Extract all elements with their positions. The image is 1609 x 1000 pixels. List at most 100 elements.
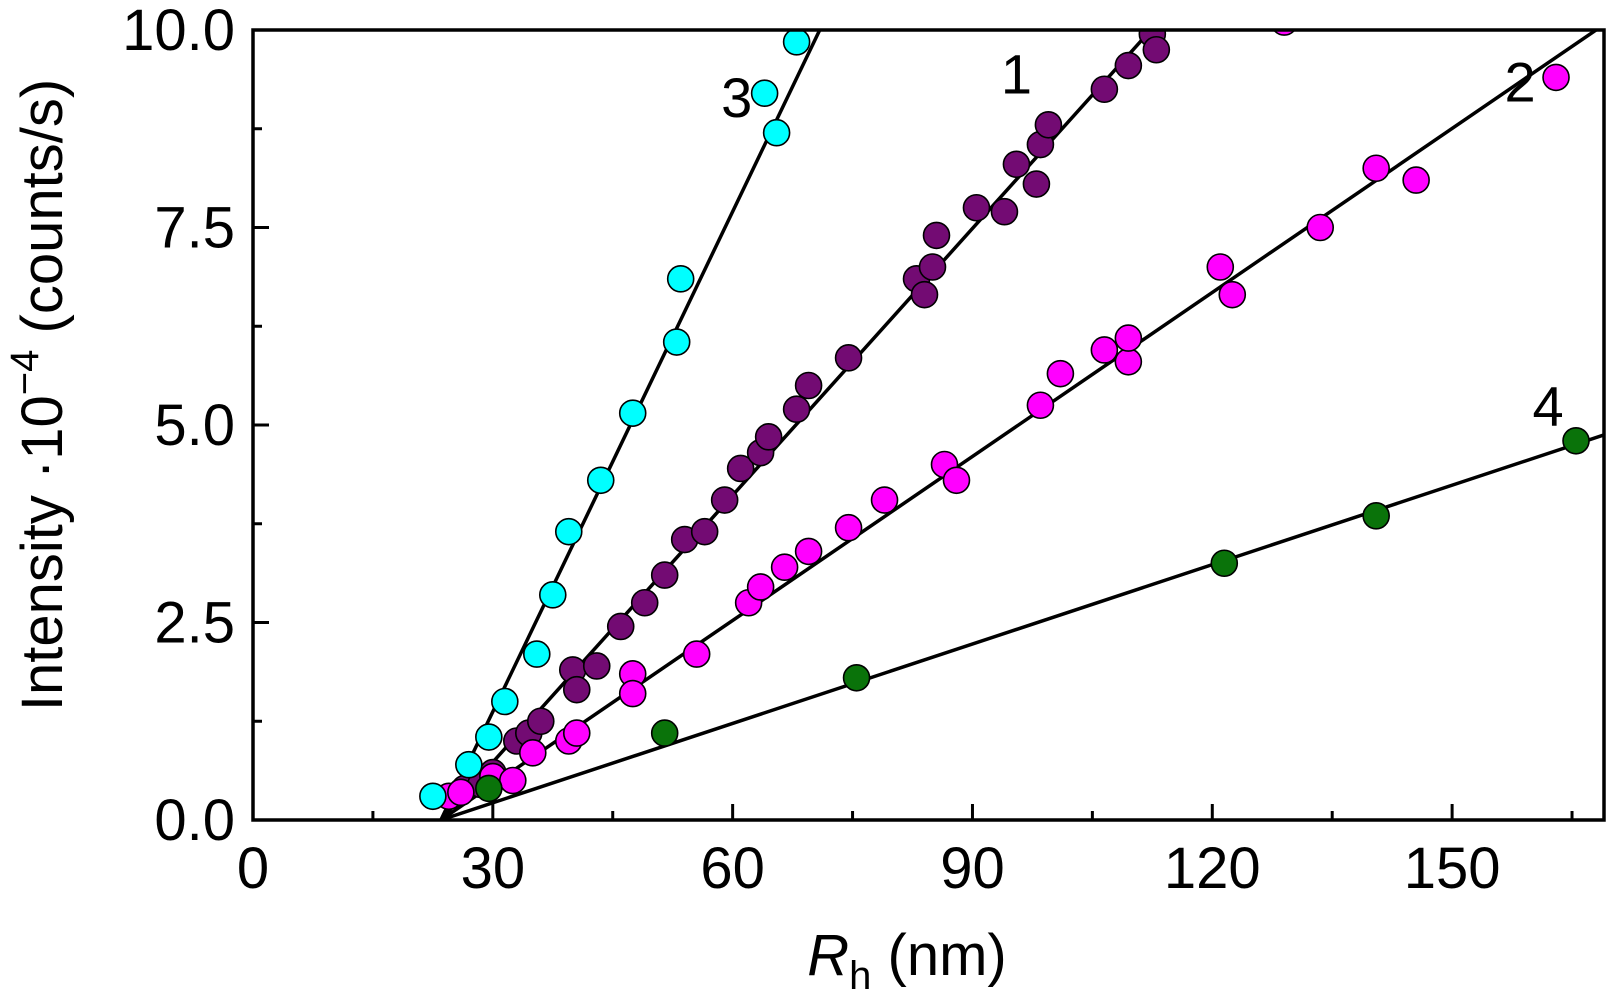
data-point-2 bbox=[746, 573, 775, 601]
x-tick-label: 60 bbox=[700, 836, 765, 901]
data-point-2 bbox=[562, 719, 591, 747]
data-point-2 bbox=[834, 513, 863, 542]
data-point-1 bbox=[1022, 170, 1051, 198]
curve-label-3: 3 bbox=[721, 66, 752, 129]
data-point-3 bbox=[782, 30, 811, 56]
x-tick-label: 90 bbox=[940, 836, 1005, 901]
data-point-2 bbox=[1026, 391, 1055, 420]
curve-label-1: 1 bbox=[1001, 42, 1032, 105]
data-point-2 bbox=[794, 537, 823, 566]
data-point-4 bbox=[650, 719, 679, 747]
x-tick-label: 0 bbox=[237, 836, 269, 901]
data-point-1 bbox=[834, 344, 863, 372]
fit-line-3 bbox=[439, 30, 822, 820]
data-point-3 bbox=[475, 723, 503, 751]
data-point-1 bbox=[526, 707, 555, 736]
data-point-2 bbox=[1090, 336, 1119, 364]
data-point-2 bbox=[1114, 347, 1143, 376]
x-tick-label: 150 bbox=[1404, 836, 1501, 901]
data-point-3 bbox=[618, 399, 647, 427]
data-points bbox=[419, 30, 1590, 811]
fit-line-1 bbox=[439, 30, 1154, 820]
data-point-3 bbox=[491, 687, 519, 716]
fit-line-4 bbox=[440, 433, 1604, 820]
data-point-3 bbox=[666, 265, 695, 293]
data-point-1 bbox=[990, 197, 1019, 226]
data-point-1 bbox=[1114, 51, 1143, 80]
data-point-1 bbox=[754, 423, 783, 451]
y-tick-label: 5.0 bbox=[154, 393, 235, 458]
data-point-3 bbox=[522, 640, 551, 668]
data-point-1 bbox=[690, 517, 719, 546]
data-point-3 bbox=[662, 328, 691, 356]
data-point-2 bbox=[447, 778, 475, 807]
x-tick-label: 120 bbox=[1164, 836, 1261, 901]
axes: 0 30 60 90 120 150 0.0 2.5 5.0 7.5 10.0 bbox=[122, 0, 1606, 901]
data-point-2 bbox=[870, 486, 899, 514]
data-point-4 bbox=[1210, 549, 1239, 578]
fit-line-2 bbox=[439, 30, 1600, 820]
x-tick-label: 30 bbox=[461, 836, 526, 901]
data-point-3 bbox=[419, 782, 447, 811]
data-point-4 bbox=[842, 663, 871, 692]
y-axis-exponent: −4 bbox=[3, 350, 47, 396]
data-point-1 bbox=[794, 371, 823, 400]
curve-label-2: 2 bbox=[1504, 50, 1535, 113]
data-point-1 bbox=[910, 280, 939, 309]
y-axis-unit: (counts/s) bbox=[10, 79, 75, 334]
data-point-1 bbox=[582, 652, 611, 680]
y-tick-label: 2.5 bbox=[154, 591, 235, 656]
y-axis-title: Intensity ·10−4 (counts/s) bbox=[3, 79, 75, 711]
x-axis-title: Rh (nm) bbox=[807, 923, 1006, 998]
data-point-2 bbox=[1402, 166, 1430, 194]
data-point-1 bbox=[630, 588, 659, 617]
y-tick-label: 0.0 bbox=[154, 788, 235, 853]
data-point-2 bbox=[942, 466, 971, 495]
data-point-1 bbox=[562, 675, 591, 704]
data-point-3 bbox=[554, 517, 583, 546]
fit-lines bbox=[439, 30, 1604, 820]
data-point-2 bbox=[1362, 154, 1390, 183]
data-point-2 bbox=[1206, 253, 1235, 281]
data-point-1 bbox=[726, 454, 755, 483]
data-point-1 bbox=[1142, 35, 1171, 64]
x-axis-subscript: h bbox=[849, 954, 871, 998]
data-point-3 bbox=[455, 750, 483, 779]
data-point-3 bbox=[762, 118, 791, 147]
curve-labels: 1 2 3 4 bbox=[721, 42, 1564, 437]
data-point-4 bbox=[1362, 502, 1390, 530]
y-tick-label: 10.0 bbox=[122, 0, 235, 63]
data-point-2 bbox=[618, 679, 647, 708]
data-point-3 bbox=[586, 466, 615, 495]
data-point-1 bbox=[962, 193, 991, 222]
data-point-1 bbox=[922, 221, 951, 250]
x-axis-symbol: R bbox=[807, 923, 849, 988]
data-point-1 bbox=[1002, 150, 1031, 179]
data-point-3 bbox=[538, 581, 567, 609]
data-point-4 bbox=[475, 774, 503, 803]
data-point-2 bbox=[1218, 280, 1247, 309]
data-point-4 bbox=[1562, 426, 1590, 455]
y-axis-prefix: Intensity ·10 bbox=[10, 395, 75, 711]
data-point-1 bbox=[918, 253, 947, 281]
plot-frame bbox=[251, 28, 1606, 822]
data-point-1 bbox=[782, 395, 811, 424]
data-point-2 bbox=[1114, 324, 1143, 352]
data-point-1 bbox=[1090, 75, 1119, 104]
data-point-2 bbox=[682, 640, 711, 668]
y-tick-label: 7.5 bbox=[154, 196, 235, 261]
data-point-1 bbox=[606, 612, 635, 641]
curve-label-4: 4 bbox=[1532, 374, 1563, 437]
data-point-3 bbox=[750, 79, 779, 107]
data-point-2 bbox=[1306, 213, 1335, 242]
data-point-2 bbox=[499, 766, 527, 795]
data-point-1 bbox=[710, 486, 739, 514]
data-point-2 bbox=[770, 553, 799, 582]
data-point-1 bbox=[1034, 111, 1063, 139]
data-point-2 bbox=[1542, 63, 1570, 92]
data-point-2 bbox=[518, 739, 547, 767]
data-point-2 bbox=[1046, 359, 1075, 388]
data-point-1 bbox=[650, 561, 679, 589]
x-axis-unit: (nm) bbox=[888, 923, 1007, 988]
